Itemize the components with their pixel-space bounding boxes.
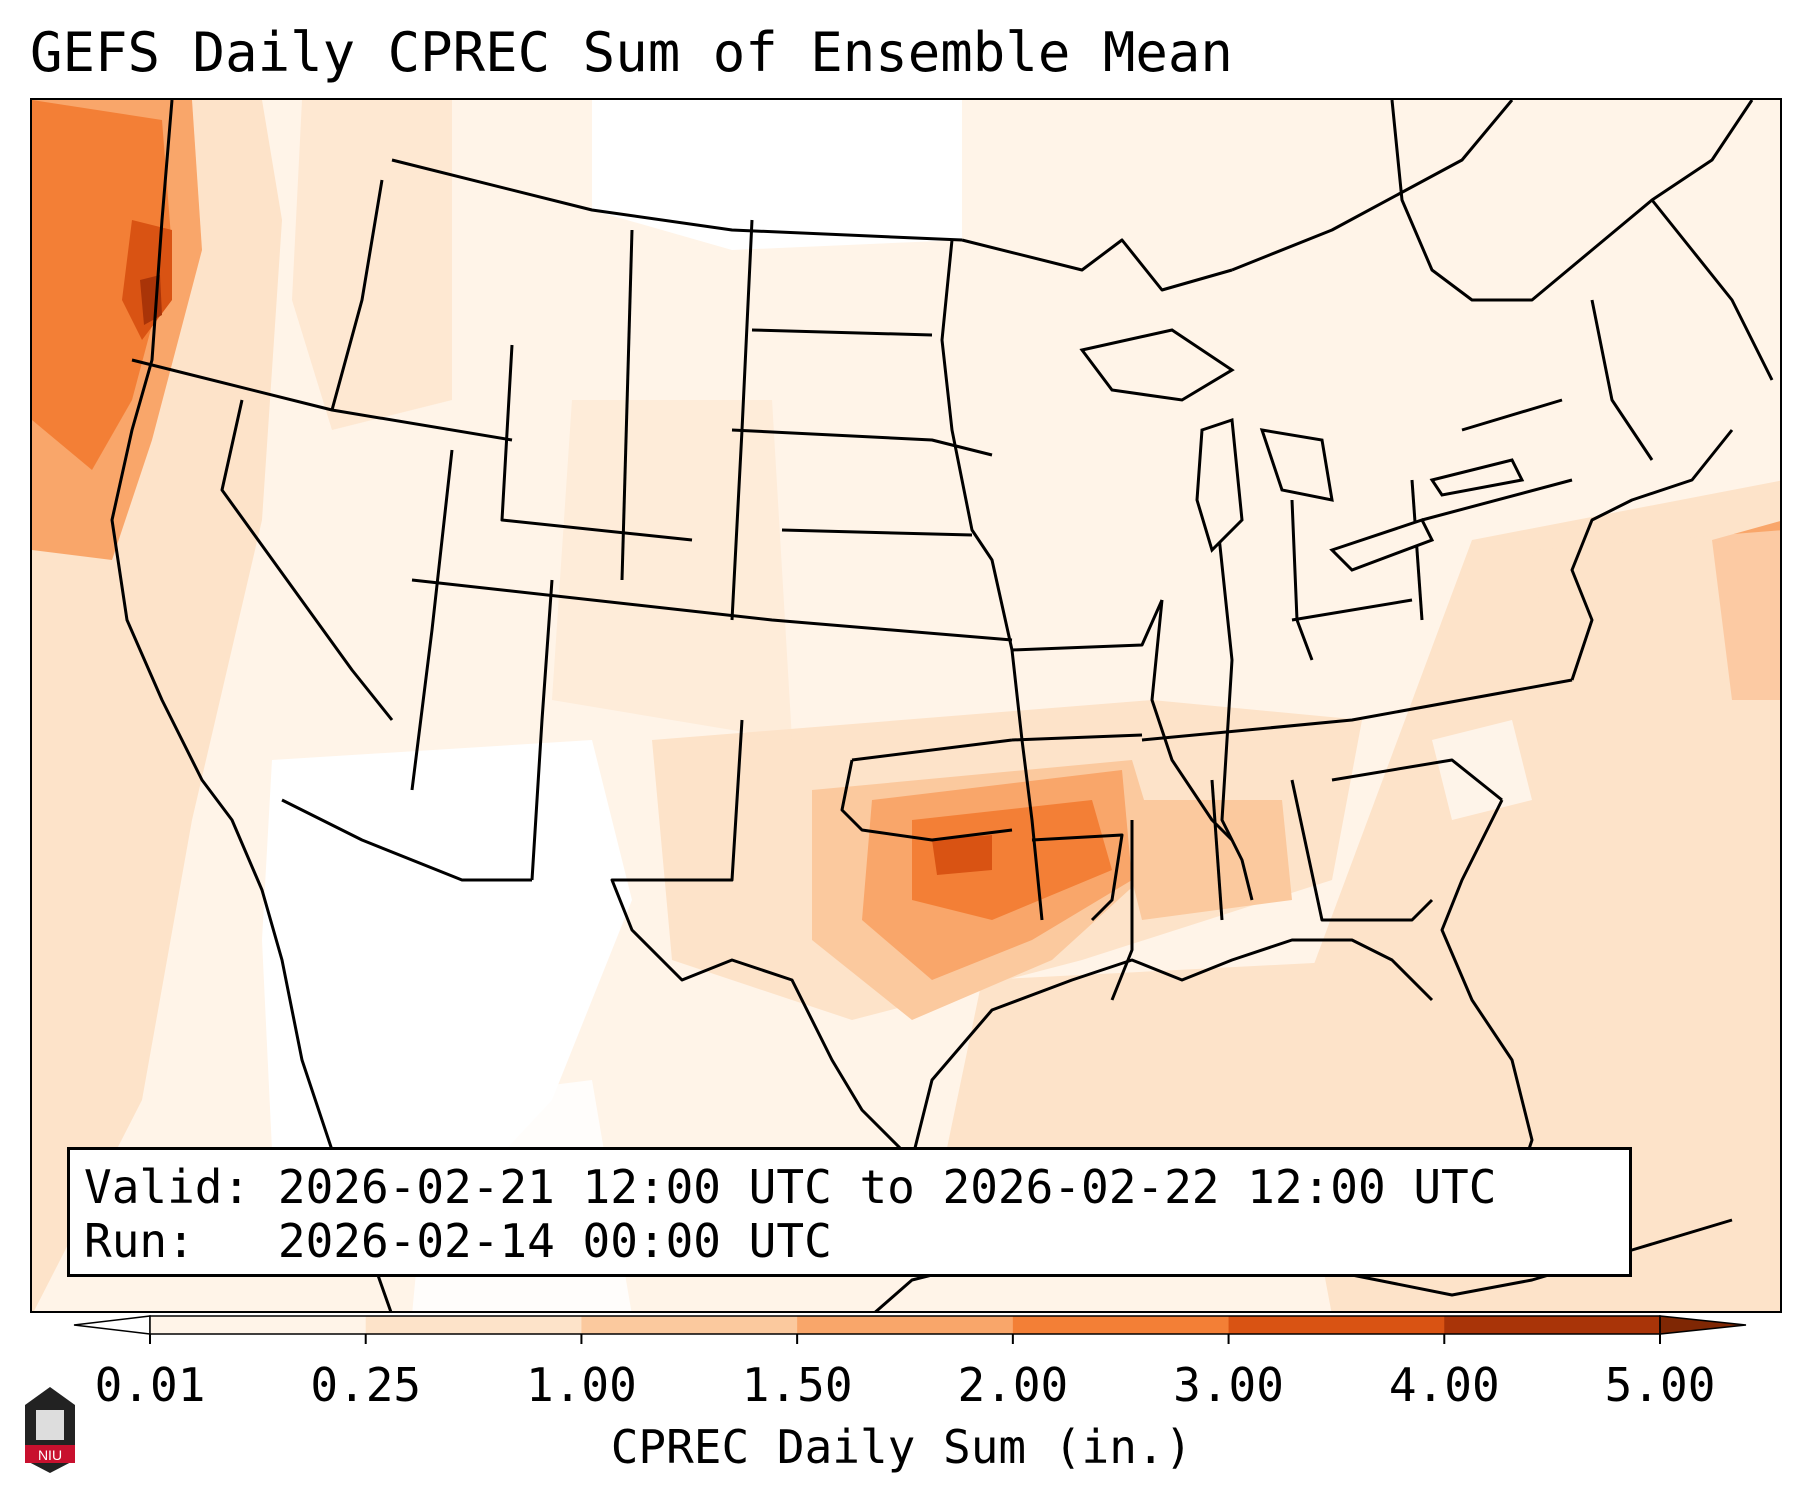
colorbar-segment: [1444, 1316, 1661, 1334]
logo-building: [36, 1410, 64, 1440]
colorbar-segment: [150, 1316, 367, 1334]
boundaries: [110, 100, 1774, 1311]
colorbar-tick-label: 5.00: [1604, 1358, 1716, 1412]
colorbar-tick-label: 1.50: [741, 1358, 853, 1412]
great-lakes: [1079, 328, 1525, 572]
colorbar-segment: [797, 1316, 1014, 1334]
colorbar-segment: [581, 1316, 798, 1334]
colorbar-segment: [365, 1316, 582, 1334]
valid-range: 2026-02-21 12:00 UTC to 2026-02-22 12:00…: [277, 1160, 1497, 1214]
niu-logo: NIU: [25, 1387, 75, 1473]
colorbar: [73, 1315, 1747, 1344]
logo-text: NIU: [38, 1447, 62, 1463]
colorbar-over-arrow: [1659, 1315, 1747, 1335]
colorbar-tick-label: 3.00: [1173, 1358, 1284, 1412]
logo-band: [25, 1445, 75, 1463]
validity-info-box: Valid: 2026-02-21 12:00 UTC to 2026-02-2…: [67, 1147, 1632, 1277]
run-label: Run:: [84, 1214, 195, 1268]
colorbar-label: CPREC Daily Sum (in.): [610, 1420, 1193, 1474]
map-canvas: [32, 100, 1780, 1311]
precip-shading: [32, 100, 1780, 1311]
map-title: GEFS Daily CPREC Sum of Ensemble Mean: [30, 21, 1233, 84]
valid-label: Valid:: [84, 1160, 251, 1214]
colorbar-tick-label: 0.01: [94, 1358, 206, 1412]
colorbar-tick-label: 4.00: [1388, 1358, 1500, 1412]
colorbar-tick-label: 2.00: [957, 1358, 1069, 1412]
colorbar-tick-label: 1.00: [526, 1358, 637, 1412]
colorbar-tick-label: 0.25: [310, 1358, 422, 1412]
colorbar-segment: [1228, 1316, 1445, 1334]
run-time: 2026-02-14 00:00 UTC: [277, 1214, 832, 1268]
colorbar-under-arrow: [73, 1315, 151, 1335]
precipitation-map: [30, 98, 1782, 1313]
colorbar-segment: [1012, 1316, 1230, 1334]
colorbar-frame: [149, 1315, 1661, 1335]
